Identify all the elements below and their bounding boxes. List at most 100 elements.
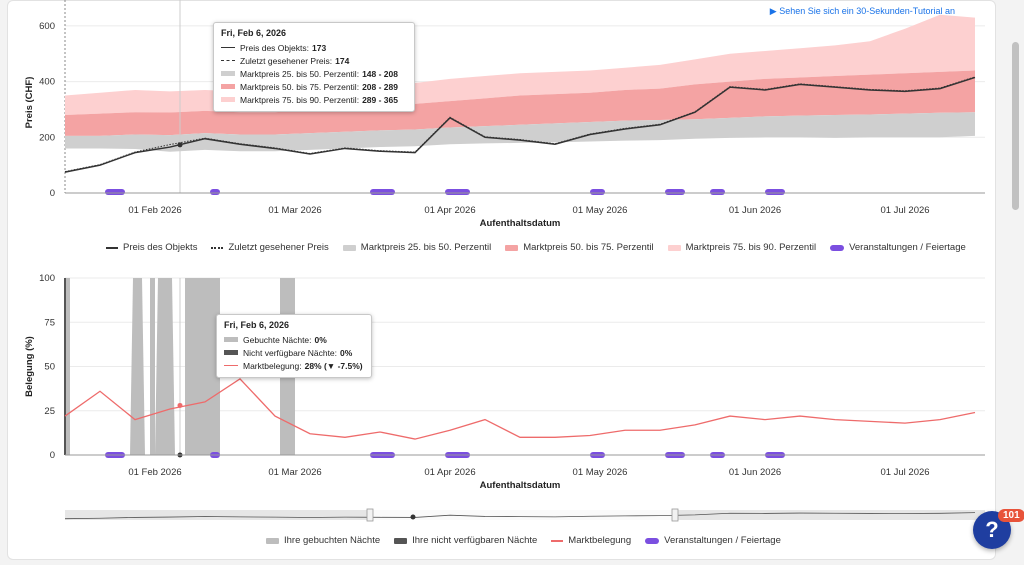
event-marker — [105, 189, 125, 195]
dotted-line-swatch-icon — [211, 246, 224, 249]
x-tick-label: 01 Feb 2026 — [128, 205, 181, 216]
dark-box-swatch-icon — [224, 350, 238, 355]
band-50-75 — [65, 70, 975, 136]
legend-item-price[interactable]: Preis des Objekts — [106, 242, 197, 253]
tooltip-row: Marktbelegung: 28% (▼ -7.5%) — [224, 359, 363, 372]
x-tick-label: 01 Jul 2026 — [880, 205, 929, 216]
tooltip-row: Preis des Objekts: 173 — [221, 41, 406, 54]
tooltip-row: Marktpreis 25. bis 50. Perzentil: 148 - 2… — [221, 67, 406, 80]
legend-item-events[interactable]: Veranstaltungen / Feiertage — [830, 242, 966, 253]
legend-item-unavailable[interactable]: Ihre nicht verfügbaren Nächte — [394, 535, 537, 546]
line-swatch-icon — [221, 47, 235, 48]
y-tick-label: 25 — [44, 406, 55, 417]
grey-box-swatch-icon — [221, 71, 235, 76]
x-tick-label: 01 Jun 2026 — [729, 467, 781, 478]
x-axis-title: Aufenthaltsdatum — [480, 480, 561, 491]
y-tick-label: 0 — [50, 450, 55, 461]
pink-box-swatch-icon — [221, 97, 235, 102]
grey-box-swatch-icon — [224, 337, 238, 342]
x-axis-title: Aufenthaltsdatum — [480, 218, 561, 229]
navigator-handle[interactable] — [671, 508, 679, 522]
tooltip-title: Fri, Feb 6, 2026 — [221, 28, 287, 38]
event-marker — [765, 189, 785, 195]
dark-box-swatch-icon — [394, 537, 408, 544]
event-pill-icon — [645, 537, 660, 544]
grey-box-swatch-icon — [342, 244, 356, 251]
price-legend: Preis des Objekts Zuletzt gesehener Prei… — [106, 242, 980, 253]
y-tick-label: 0 — [50, 188, 55, 199]
tutorial-link[interactable]: ▶ Sehen Sie sich ein 30-Sekunden-Tutoria… — [769, 6, 955, 16]
event-marker — [590, 189, 605, 195]
legend-item-p50-75[interactable]: Marktpreis 50. bis 75. Perzentil — [505, 242, 654, 253]
navigator-point — [410, 514, 416, 520]
tooltip-title: Fri, Feb 6, 2026 — [224, 320, 290, 330]
x-tick-label: 01 May 2026 — [573, 205, 628, 216]
booked-nights-area — [150, 278, 155, 455]
event-marker — [710, 189, 725, 195]
question-mark-icon: ? — [985, 517, 999, 542]
red-box-swatch-icon — [505, 244, 519, 251]
y-axis-title: Preis (CHF) — [24, 77, 35, 129]
event-marker — [210, 189, 220, 195]
event-marker — [445, 189, 470, 195]
x-tick-label: 01 Mar 2026 — [268, 467, 321, 478]
navigator-line — [64, 512, 976, 520]
band-75-90 — [65, 14, 975, 116]
legend-item-p25-50[interactable]: Marktpreis 25. bis 50. Perzentil — [342, 242, 491, 253]
booked-nights-area — [130, 278, 145, 455]
tooltip-row: Marktpreis 50. bis 75. Perzentil: 208 - 2… — [221, 80, 406, 93]
dashed-line-swatch-icon — [221, 60, 235, 61]
legend-item-last-seen[interactable]: Zuletzt gesehener Preis — [211, 242, 329, 253]
booked-nights-area — [65, 278, 70, 455]
tooltip-row: Marktpreis 75. bis 90. Perzentil: 289 - 3… — [221, 93, 406, 106]
tooltip-row: Zuletzt gesehener Preis: 174 — [221, 54, 406, 67]
occupancy-tooltip: Fri, Feb 6, 2026 Gebuchte Nächte: 0% Nich… — [216, 314, 372, 378]
charts-svg: 0 200 400 600 01 Feb 2026 01 Mar 2026 01 Apr 2… — [24, 0, 985, 522]
red-line-swatch-icon — [224, 365, 238, 366]
booked-nights-area — [185, 278, 220, 455]
event-pill-icon — [830, 244, 845, 251]
range-navigator — [64, 508, 985, 522]
notification-badge: 101 — [998, 509, 1024, 522]
hover-point — [177, 402, 183, 408]
x-tick-label: 01 Apr 2026 — [424, 467, 475, 478]
grey-box-swatch-icon — [266, 537, 279, 544]
x-tick-label: 01 Jun 2026 — [729, 205, 781, 216]
object-price-line — [64, 76, 976, 173]
x-tick-label: 01 Feb 2026 — [128, 467, 181, 478]
occupancy-legend: Ihre gebuchten Nächte Ihre nicht verfügb… — [266, 535, 795, 546]
occupancy-chart: 0 25 50 75 100 01 Feb 2026 01 Mar 2026 01 Apr 2… — [24, 273, 985, 491]
x-tick-label: 01 Jul 2026 — [880, 467, 929, 478]
band-25-50 — [65, 112, 975, 152]
legend-item-p75-90[interactable]: Marktpreis 75. bis 90. Perzentil — [667, 242, 816, 253]
price-chart: 0 200 400 600 01 Feb 2026 01 Mar 2026 01 Apr 2… — [24, 0, 985, 229]
y-tick-label: 400 — [39, 77, 55, 88]
market-occupancy-line — [64, 378, 976, 440]
event-marker — [665, 189, 685, 195]
event-marker — [370, 189, 395, 195]
y-tick-label: 100 — [39, 273, 55, 284]
legend-item-market-occupancy[interactable]: Marktbelegung — [551, 535, 631, 546]
y-axis-title: Belegung (%) — [24, 336, 35, 397]
legend-item-events-2[interactable]: Veranstaltungen / Feiertage — [645, 535, 781, 546]
y-tick-label: 600 — [39, 21, 55, 32]
booked-nights-area — [155, 278, 175, 455]
tooltip-row: Nicht verfügbare Nächte: 0% — [224, 346, 363, 359]
red-line-swatch-icon — [551, 539, 564, 542]
legend-item-booked[interactable]: Ihre gebuchten Nächte — [266, 535, 380, 546]
y-tick-label: 200 — [39, 132, 55, 143]
price-tooltip: Fri, Feb 6, 2026 Preis des Objekts: 173 Z… — [213, 22, 415, 112]
tooltip-row: Gebuchte Nächte: 0% — [224, 333, 363, 346]
y-tick-label: 50 — [44, 362, 55, 373]
line-swatch-icon — [106, 246, 118, 249]
red-box-swatch-icon — [221, 84, 235, 89]
hover-point — [177, 142, 183, 148]
page-scrollbar-thumb[interactable] — [1012, 42, 1019, 210]
x-tick-label: 01 May 2026 — [573, 467, 628, 478]
y-tick-label: 75 — [44, 317, 55, 328]
navigator-selection — [370, 510, 675, 520]
x-tick-label: 01 Apr 2026 — [424, 205, 475, 216]
navigator-handle[interactable] — [366, 508, 374, 522]
x-tick-label: 01 Mar 2026 — [268, 205, 321, 216]
pink-box-swatch-icon — [667, 244, 681, 251]
